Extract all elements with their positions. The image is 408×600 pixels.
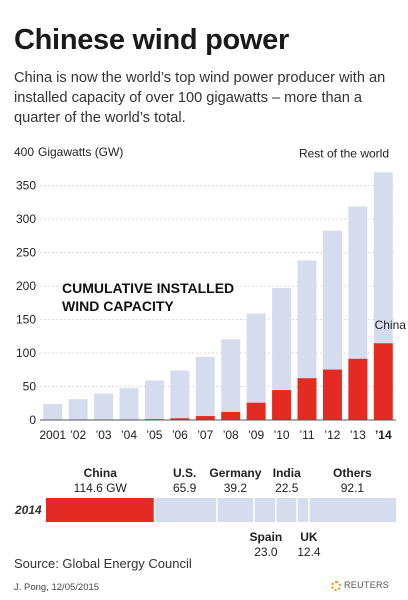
- y-tick-label: 300: [16, 212, 36, 226]
- x-tick-label: ’13: [350, 428, 366, 442]
- segment-us: [154, 498, 217, 522]
- y-tick-label: 100: [16, 346, 36, 360]
- series-label-china: China: [375, 318, 407, 332]
- bar-rest-of-world: [373, 172, 393, 344]
- y-tick-label: 150: [16, 313, 36, 327]
- page-subtitle: China is now the world’s top wind power …: [14, 70, 386, 126]
- bar-rest-of-world: [43, 403, 63, 420]
- reuters-logo: REUTERS: [331, 580, 389, 591]
- y-axis-label: Gigawatts (GW): [38, 145, 123, 159]
- x-tick-label: ’04: [121, 428, 137, 442]
- chart-annotation-line-1: CUMULATIVE INSTALLED: [62, 280, 234, 296]
- bar-rest-of-world: [144, 380, 164, 420]
- bar-china: [297, 378, 317, 420]
- x-tick-label: ’08: [223, 428, 239, 442]
- segment-name-us: U.S.: [173, 466, 196, 480]
- segment-value-uk: 12.4: [297, 545, 321, 559]
- bar-rest-of-world: [246, 313, 266, 403]
- bar-china: [322, 369, 342, 420]
- y-tick-label: 250: [16, 246, 36, 260]
- row-label-2014: 2014: [14, 503, 42, 517]
- segment-india: [275, 498, 298, 522]
- series-label-rest-of-world: Rest of the world: [299, 146, 389, 160]
- bar-china: [373, 343, 393, 420]
- bar-rest-of-world: [170, 370, 190, 419]
- bar-rest-of-world: [94, 393, 114, 420]
- segment-name-uk: UK: [300, 530, 318, 544]
- bar-china: [170, 418, 190, 420]
- reuters-dot-icon: [331, 580, 341, 591]
- bar-rest-of-world: [348, 206, 368, 359]
- x-tick-label: ’09: [248, 428, 264, 442]
- segment-china: [46, 498, 155, 522]
- bar-china: [246, 402, 266, 420]
- x-tick-label: ’14: [375, 428, 392, 442]
- bar-china: [272, 390, 292, 420]
- segment-value-germany: 39.2: [224, 481, 248, 495]
- y-tick-label: 200: [16, 279, 36, 293]
- source-note: Source: Global Energy Council: [14, 556, 192, 571]
- x-tick-label: ’10: [274, 428, 290, 442]
- bar-china: [221, 411, 241, 420]
- x-tick-label: ’11: [299, 428, 314, 442]
- segment-germany: [216, 498, 254, 522]
- segment-value-india: 22.5: [275, 481, 299, 495]
- segment-name-germany: Germany: [209, 466, 261, 480]
- segment-name-china: China: [84, 466, 118, 480]
- bar-rest-of-world: [195, 357, 215, 417]
- chart-annotation-line-2: WIND CAPACITY: [62, 298, 174, 314]
- y-tick-label: 400: [14, 145, 34, 159]
- bar-rest-of-world: [297, 260, 317, 379]
- y-tick-label: 50: [23, 380, 37, 394]
- page-title: Chinese wind power: [14, 24, 289, 56]
- bar-china: [348, 358, 368, 420]
- bar-rest-of-world: [221, 339, 241, 412]
- credit-note: J. Pong, 12/05/2015: [14, 582, 100, 593]
- reuters-wordmark: REUTERS: [344, 580, 390, 590]
- x-tick-label: ’12: [324, 428, 340, 442]
- x-tick-label: ’07: [197, 428, 213, 442]
- x-tick-label: ’06: [172, 428, 188, 442]
- y-tick-label: 0: [29, 413, 36, 427]
- segment-name-others: Others: [333, 466, 372, 480]
- bar-rest-of-world: [68, 399, 88, 420]
- segment-value-others: 92.1: [341, 481, 365, 495]
- bar-rest-of-world: [322, 230, 342, 370]
- y-tick-label: 350: [16, 179, 36, 193]
- segment-name-india: India: [273, 466, 301, 480]
- bar-rest-of-world: [272, 288, 292, 391]
- x-tick-label: ’02: [70, 428, 86, 442]
- segment-value-china: 114.6 GW: [74, 481, 128, 495]
- segment-others: [308, 498, 396, 522]
- x-tick-label: ’03: [96, 428, 112, 442]
- segment-value-spain: 23.0: [254, 545, 278, 559]
- bar-rest-of-world: [119, 388, 139, 420]
- x-tick-label: 2001: [39, 428, 66, 442]
- segment-name-spain: Spain: [250, 530, 283, 544]
- segment-value-us: 65.9: [173, 481, 197, 495]
- bar-china: [195, 416, 215, 420]
- segment-spain: [253, 498, 276, 522]
- x-tick-label: ’05: [146, 428, 162, 442]
- segment-uk: [297, 498, 309, 522]
